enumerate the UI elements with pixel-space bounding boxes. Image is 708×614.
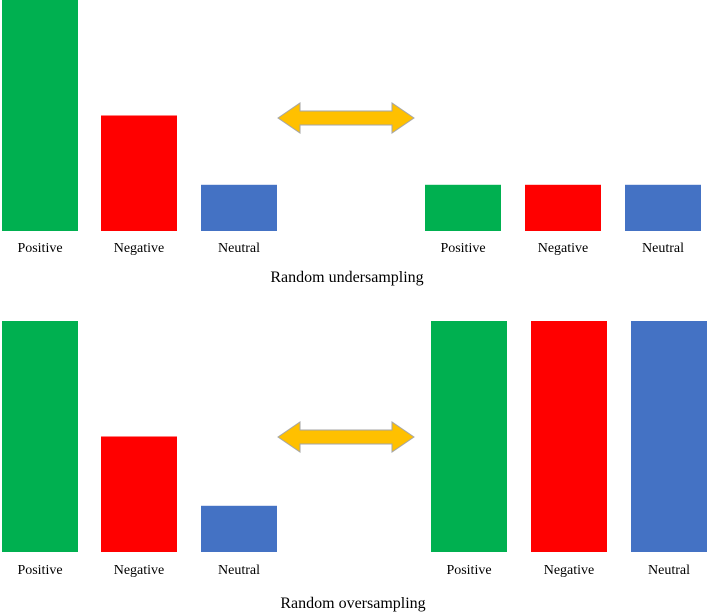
after-positive-bar xyxy=(425,184,501,231)
after-neutral-label: Neutral xyxy=(648,563,690,578)
undersampling-double-arrow-icon xyxy=(277,102,415,134)
before-negative-label: Negative xyxy=(114,241,165,256)
after-negative-bar xyxy=(525,184,601,231)
after-negative-label: Negative xyxy=(538,241,589,256)
before-negative-bar xyxy=(101,436,177,552)
undersampling-caption: Random undersampling xyxy=(270,269,423,286)
oversampling-panel: Positive Negative Neutral Positive Negative N… xyxy=(2,321,707,612)
after-positive-label: Positive xyxy=(440,241,485,256)
oversampling-double-arrow-icon xyxy=(277,421,415,453)
before-negative-bar xyxy=(101,115,177,231)
after-neutral-bar xyxy=(631,321,707,552)
oversampling-caption: Random oversampling xyxy=(280,595,425,612)
before-positive-label: Positive xyxy=(17,563,62,578)
before-neutral-label: Neutral xyxy=(218,563,260,578)
before-neutral-bar xyxy=(201,505,277,552)
before-neutral-label: Neutral xyxy=(218,241,260,256)
after-positive-bar xyxy=(431,321,507,552)
before-neutral-bar xyxy=(201,184,277,231)
before-positive-bar xyxy=(2,321,78,552)
after-neutral-label: Neutral xyxy=(642,241,684,256)
after-neutral-bar xyxy=(625,184,701,231)
after-negative-bar xyxy=(531,321,607,552)
before-positive-label: Positive xyxy=(17,241,62,256)
before-negative-label: Negative xyxy=(114,563,165,578)
after-positive-label: Positive xyxy=(446,563,491,578)
after-negative-label: Negative xyxy=(544,563,595,578)
before-positive-bar xyxy=(2,0,78,231)
undersampling-panel: Positive Negative Neutral Positive Negative N… xyxy=(2,0,701,286)
